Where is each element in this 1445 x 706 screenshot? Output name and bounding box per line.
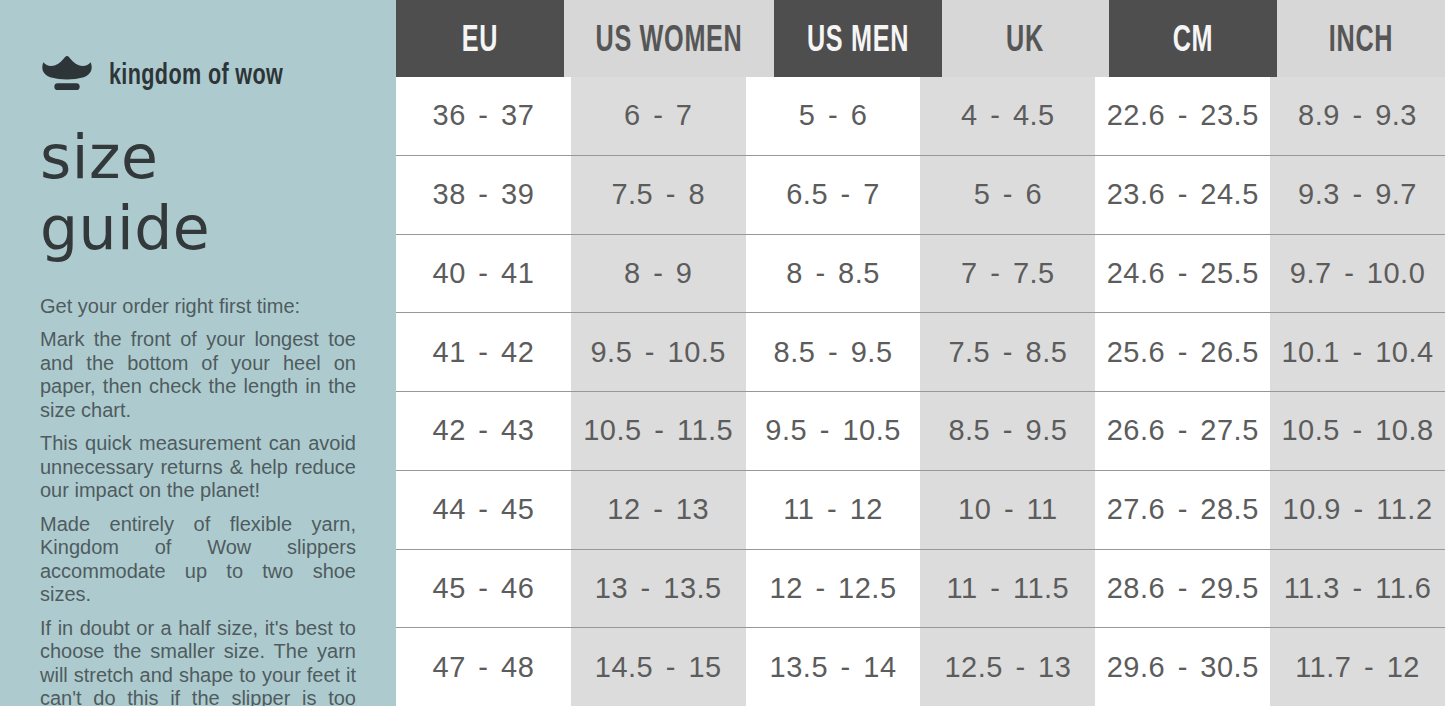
table-row: 41 - 42 9.5 - 10.5 8.5 - 9.5 7.5 - 8.5 2… — [396, 312, 1445, 391]
column-header-inch: INCH — [1277, 0, 1445, 77]
instruction-paragraph-returns: This quick measurement can avoid unneces… — [40, 432, 356, 503]
instruction-paragraph-measure: Mark the front of your longest toe and t… — [40, 328, 356, 422]
table-row: 47 - 48 14.5 - 15 13.5 - 14 12.5 - 13 29… — [396, 627, 1445, 706]
table-cell-us-women: 13 - 13.5 — [571, 550, 746, 628]
column-header-uk: UK — [942, 0, 1110, 77]
table-cell-us-women: 9.5 - 10.5 — [571, 313, 746, 391]
table-cell-us-men: 5 - 6 — [746, 77, 921, 155]
table-cell-eu: 40 - 41 — [396, 235, 571, 313]
column-header-us-women: US WOMEN — [564, 0, 774, 77]
table-cell-us-men: 11 - 12 — [746, 471, 921, 549]
brand: kingdom of wow — [40, 52, 356, 96]
table-cell-cm: 22.6 - 23.5 — [1095, 77, 1270, 155]
column-header-uk-label: UK — [1007, 18, 1045, 60]
table-cell-cm: 29.6 - 30.5 — [1095, 628, 1270, 706]
table-cell-uk: 8.5 - 9.5 — [920, 392, 1095, 470]
column-header-cm: CM — [1109, 0, 1277, 77]
table-cell-cm: 26.6 - 27.5 — [1095, 392, 1270, 470]
table-cell-eu: 47 - 48 — [396, 628, 571, 706]
table-cell-eu: 45 - 46 — [396, 550, 571, 628]
table-cell-cm: 23.6 - 24.5 — [1095, 156, 1270, 234]
table-cell-us-women: 7.5 - 8 — [571, 156, 746, 234]
table-cell-uk: 7 - 7.5 — [920, 235, 1095, 313]
table-cell-inch: 9.3 - 9.7 — [1270, 156, 1445, 234]
table-cell-eu: 36 - 37 — [396, 77, 571, 155]
page-title: size guide — [40, 122, 356, 264]
table-cell-cm: 27.6 - 28.5 — [1095, 471, 1270, 549]
table-cell-inch: 11.3 - 11.6 — [1270, 550, 1445, 628]
table-cell-cm: 25.6 - 26.5 — [1095, 313, 1270, 391]
size-guide-page: kingdom of wow size guide Get your order… — [0, 0, 1445, 706]
table-cell-eu: 42 - 43 — [396, 392, 571, 470]
instruction-paragraph-yarn: Made entirely of flexible yarn, Kingdom … — [40, 513, 356, 607]
column-header-eu-label: EU — [462, 18, 498, 60]
column-header-eu: EU — [396, 0, 564, 77]
table-cell-us-women: 12 - 13 — [571, 471, 746, 549]
column-header-us-men-label: US MEN — [807, 18, 909, 60]
table-cell-uk: 4 - 4.5 — [920, 77, 1095, 155]
intro-heading: Get your order right first time: — [40, 294, 356, 318]
table-cell-inch: 9.7 - 10.0 — [1270, 235, 1445, 313]
table-cell-inch: 11.7 - 12 — [1270, 628, 1445, 706]
table-cell-uk: 12.5 - 13 — [920, 628, 1095, 706]
table-cell-eu: 41 - 42 — [396, 313, 571, 391]
table-cell-us-men: 12 - 12.5 — [746, 550, 921, 628]
column-header-us-women-label: US WOMEN — [595, 18, 742, 60]
table-cell-us-women: 8 - 9 — [571, 235, 746, 313]
table-row: 38 - 39 7.5 - 8 6.5 - 7 5 - 6 23.6 - 24.… — [396, 155, 1445, 234]
table-row: 36 - 37 6 - 7 5 - 6 4 - 4.5 22.6 - 23.5 … — [396, 77, 1445, 155]
sidebar: kingdom of wow size guide Get your order… — [0, 0, 396, 706]
table-cell-us-men: 8 - 8.5 — [746, 235, 921, 313]
instruction-paragraph-doubt: If in doubt or a half size, it's best to… — [40, 617, 356, 706]
table-cell-inch: 10.1 - 10.4 — [1270, 313, 1445, 391]
size-conversion-table: EU US WOMEN US MEN UK CM INCH 36 - 37 6 … — [396, 0, 1445, 706]
table-cell-eu: 38 - 39 — [396, 156, 571, 234]
table-cell-uk: 7.5 - 8.5 — [920, 313, 1095, 391]
page-title-line2: guide — [40, 193, 356, 264]
table-cell-us-men: 13.5 - 14 — [746, 628, 921, 706]
table-cell-us-men: 9.5 - 10.5 — [746, 392, 921, 470]
column-header-cm-label: CM — [1173, 18, 1214, 60]
page-title-line1: size — [40, 122, 356, 193]
table-row: 40 - 41 8 - 9 8 - 8.5 7 - 7.5 24.6 - 25.… — [396, 234, 1445, 313]
crown-icon — [40, 52, 94, 96]
table-cell-us-women: 14.5 - 15 — [571, 628, 746, 706]
table-cell-uk: 5 - 6 — [920, 156, 1095, 234]
table-row: 45 - 46 13 - 13.5 12 - 12.5 11 - 11.5 28… — [396, 549, 1445, 628]
column-header-inch-label: INCH — [1329, 18, 1393, 60]
table-cell-us-women: 6 - 7 — [571, 77, 746, 155]
table-cell-us-women: 10.5 - 11.5 — [571, 392, 746, 470]
table-cell-uk: 11 - 11.5 — [920, 550, 1095, 628]
table-cell-inch: 8.9 - 9.3 — [1270, 77, 1445, 155]
table-header-row: EU US WOMEN US MEN UK CM INCH — [396, 0, 1445, 77]
table-cell-inch: 10.9 - 11.2 — [1270, 471, 1445, 549]
table-cell-inch: 10.5 - 10.8 — [1270, 392, 1445, 470]
table-cell-us-men: 8.5 - 9.5 — [746, 313, 921, 391]
table-body: 36 - 37 6 - 7 5 - 6 4 - 4.5 22.6 - 23.5 … — [396, 77, 1445, 706]
column-header-us-men: US MEN — [774, 0, 942, 77]
table-cell-cm: 28.6 - 29.5 — [1095, 550, 1270, 628]
table-row: 42 - 43 10.5 - 11.5 9.5 - 10.5 8.5 - 9.5… — [396, 391, 1445, 470]
table-row: 44 - 45 12 - 13 11 - 12 10 - 11 27.6 - 2… — [396, 470, 1445, 549]
table-cell-cm: 24.6 - 25.5 — [1095, 235, 1270, 313]
table-cell-us-men: 6.5 - 7 — [746, 156, 921, 234]
table-cell-eu: 44 - 45 — [396, 471, 571, 549]
brand-name: kingdom of wow — [109, 57, 283, 91]
table-cell-uk: 10 - 11 — [920, 471, 1095, 549]
